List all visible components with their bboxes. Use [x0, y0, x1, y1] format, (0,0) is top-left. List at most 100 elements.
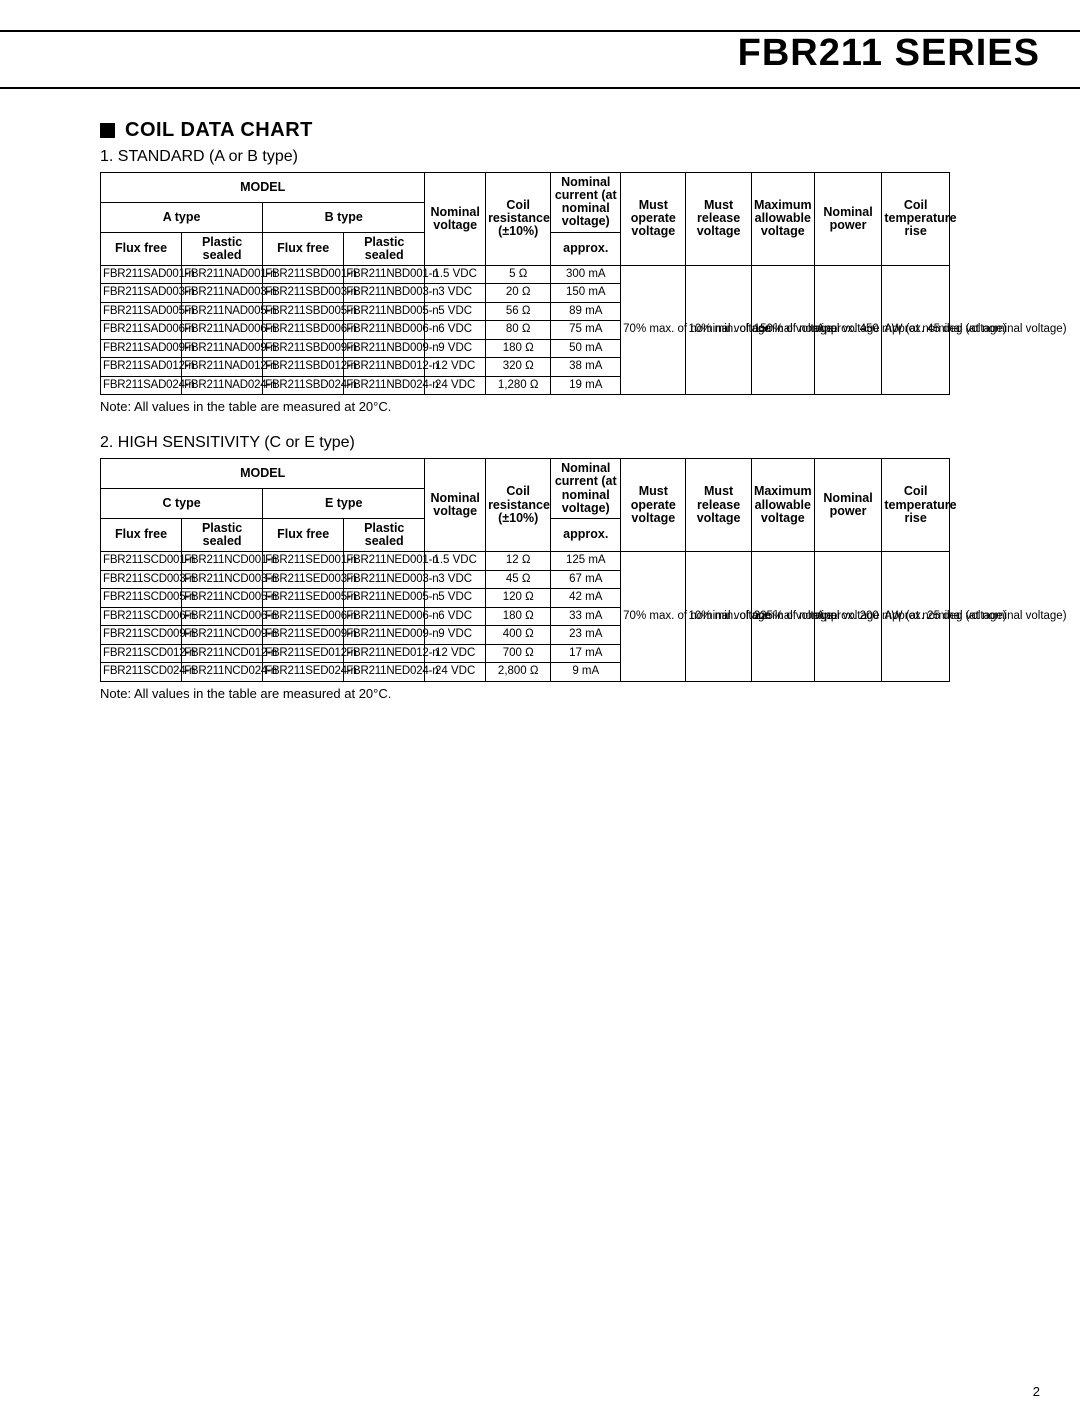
model-cell: FBR211NBD006-n	[344, 321, 425, 340]
table1-head: MODEL Nominal voltage Coil resistance (±…	[101, 173, 950, 266]
model-cell: FBR211NED006-n	[344, 607, 425, 626]
th-res2: Coil resistance (±10%)	[486, 459, 551, 552]
model-cell: FBR211SED024-n	[263, 663, 344, 682]
model-cell: FBR211NAD001-n	[182, 265, 263, 284]
model-cell: FBR211NED001-n	[344, 552, 425, 571]
model-cell: FBR211SAD006-n	[101, 321, 182, 340]
th-fluxfree-a: Flux free	[101, 232, 182, 265]
th-plastic-a: Plastic sealed	[182, 232, 263, 265]
th-fluxfree-b: Flux free	[263, 232, 344, 265]
model-cell: FBR211NAD024-n	[182, 376, 263, 395]
resistance-cell: 80 Ω	[486, 321, 551, 340]
current-cell: 67 mA	[551, 570, 621, 589]
model-cell: FBR211NED005-n	[344, 589, 425, 608]
th-model: MODEL	[101, 173, 425, 203]
model-cell: FBR211SBD012-n	[263, 358, 344, 377]
resistance-cell: 700 Ω	[486, 644, 551, 663]
th-plastic-e: Plastic sealed	[344, 518, 425, 551]
must-operate-cell: 70% max. of nominal voltage	[621, 265, 686, 395]
resistance-cell: 120 Ω	[486, 589, 551, 608]
th-mop: Must operate voltage	[621, 173, 686, 266]
model-cell: FBR211NBD003-n	[344, 284, 425, 303]
section-header: COIL DATA CHART	[100, 119, 1040, 142]
th-mop2: Must operate voltage	[621, 459, 686, 552]
model-cell: FBR211SED009-n	[263, 626, 344, 645]
model-cell: FBR211NBD001-n	[344, 265, 425, 284]
model-cell: FBR211SCD003-n	[101, 570, 182, 589]
model-cell: FBR211SED001-n	[263, 552, 344, 571]
page-title: FBR211 SERIES	[738, 32, 1040, 74]
th-res2-text: Coil resistance (±10%)	[488, 484, 550, 524]
model-cell: FBR211SBD003-n	[263, 284, 344, 303]
current-cell: 42 mA	[551, 589, 621, 608]
th-mrel2: Must release voltage	[686, 459, 751, 552]
th-nomv: Nominal voltage	[425, 173, 486, 266]
current-cell: 9 mA	[551, 663, 621, 682]
model-cell: FBR211SCD005-n	[101, 589, 182, 608]
model-cell: FBR211SBD005-n	[263, 302, 344, 321]
resistance-cell: 320 Ω	[486, 358, 551, 377]
th-maxv: Maximum allowable voltage	[751, 173, 814, 266]
th-trise2: Coil temperature rise	[882, 459, 950, 552]
th-nomv-text: Nominal voltage	[431, 205, 480, 232]
resistance-cell: 180 Ω	[486, 607, 551, 626]
th-cur2: Nominal current (at nominal voltage)	[551, 459, 621, 519]
current-cell: 125 mA	[551, 552, 621, 571]
max-allowable-cell: 150% of nominal voltage	[751, 265, 814, 395]
th-fluxfree-e: Flux free	[263, 518, 344, 551]
model-cell: FBR211NCD005-n	[182, 589, 263, 608]
model-cell: FBR211SCD006-n	[101, 607, 182, 626]
model-cell: FBR211SAD003-n	[101, 284, 182, 303]
content: COIL DATA CHART 1. STANDARD (A or B type…	[0, 89, 1080, 701]
model-cell: FBR211SBD006-n	[263, 321, 344, 340]
model-cell: FBR211NCD006-n	[182, 607, 263, 626]
resistance-cell: 12 Ω	[486, 552, 551, 571]
resistance-cell: 20 Ω	[486, 284, 551, 303]
th-fluxfree-c: Flux free	[101, 518, 182, 551]
th-nomv2: Nominal voltage	[425, 459, 486, 552]
page: FBR211 SERIES COIL DATA CHART 1. STANDAR…	[0, 30, 1080, 1427]
model-cell: FBR211NCD024-n	[182, 663, 263, 682]
th-typeE: E type	[263, 489, 425, 519]
th-plastic-b: Plastic sealed	[344, 232, 425, 265]
th-plastic-c: Plastic sealed	[182, 518, 263, 551]
th-mrel-text: Must release voltage	[697, 198, 741, 238]
table-row: FBR211SAD001-nFBR211NAD001-nFBR211SBD001…	[101, 265, 950, 284]
resistance-cell: 56 Ω	[486, 302, 551, 321]
th-nomv2-text: Nominal voltage	[431, 491, 480, 518]
model-cell: FBR211NBD024-n	[344, 376, 425, 395]
model-cell: FBR211SBD024-n	[263, 376, 344, 395]
model-cell: FBR211SAD001-n	[101, 265, 182, 284]
model-cell: FBR211NAD009-n	[182, 339, 263, 358]
current-cell: 300 mA	[551, 265, 621, 284]
current-cell: 23 mA	[551, 626, 621, 645]
model-cell: FBR211SCD001-n	[101, 552, 182, 571]
current-cell: 38 mA	[551, 358, 621, 377]
header: FBR211 SERIES	[0, 32, 1080, 87]
th-maxv2: Maximum allowable voltage	[751, 459, 814, 552]
table-high-sensitivity: MODEL Nominal voltage Coil resistance (±…	[100, 458, 950, 681]
current-cell: 17 mA	[551, 644, 621, 663]
th-npow2-text: Nominal power	[823, 491, 872, 518]
max-allowable-cell: 225% of nominal voltage	[751, 552, 814, 682]
model-cell: FBR211NED024-n	[344, 663, 425, 682]
model-cell: FBR211NED012-n	[344, 644, 425, 663]
current-cell: 75 mA	[551, 321, 621, 340]
must-release-cell: 10% min. of nominal voltage	[686, 265, 751, 395]
current-cell: 89 mA	[551, 302, 621, 321]
bullet-square-icon	[100, 123, 115, 138]
resistance-cell: 2,800 Ω	[486, 663, 551, 682]
model-cell: FBR211NCD001-n	[182, 552, 263, 571]
table2-note: Note: All values in the table are measur…	[100, 686, 1040, 701]
resistance-cell: 5 Ω	[486, 265, 551, 284]
th-res-text: Coil resistance (±10%)	[488, 198, 550, 238]
model-cell: FBR211NCD009-n	[182, 626, 263, 645]
temp-rise-cell: Approx. 25 deg (at nominal voltage)	[882, 552, 950, 682]
model-cell: FBR211NBD009-n	[344, 339, 425, 358]
th-res: Coil resistance (±10%)	[486, 173, 551, 266]
model-cell: FBR211SBD009-n	[263, 339, 344, 358]
th-trise: Coil temperature rise	[882, 173, 950, 266]
th-typeC: C type	[101, 489, 263, 519]
resistance-cell: 1,280 Ω	[486, 376, 551, 395]
section-title: COIL DATA CHART	[125, 119, 313, 142]
